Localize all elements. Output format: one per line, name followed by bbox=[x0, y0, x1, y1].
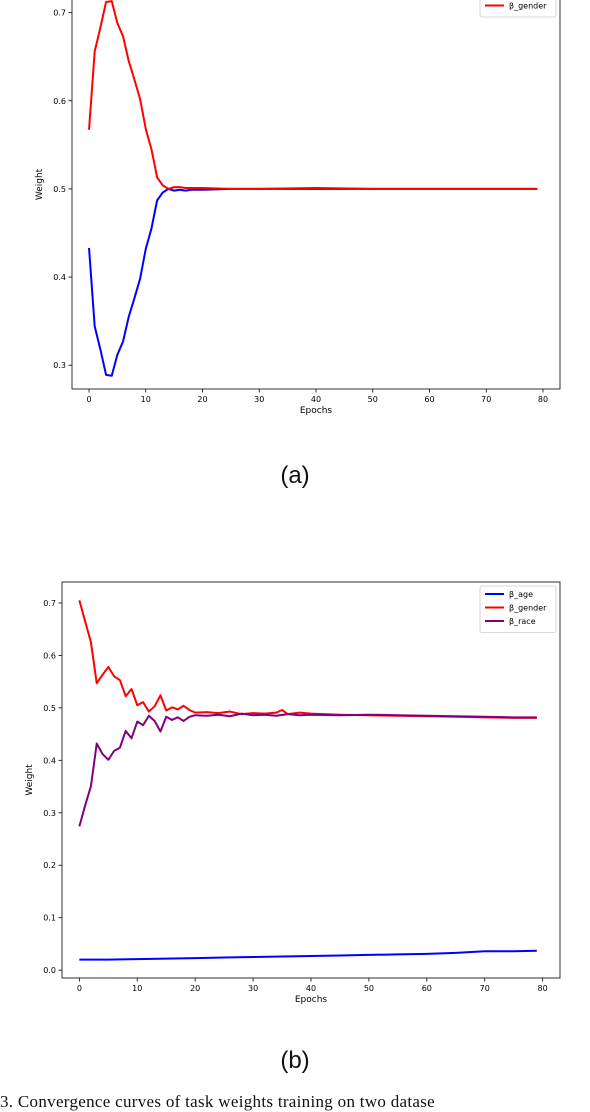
series-line-gender bbox=[88, 0, 538, 190]
chart-b: 0 10 20 30 40 50 60 70 80 0.0 0.1 0.2 0.3 0.4 0.5 0.6 0.… bbox=[25, 581, 561, 1005]
legend-box bbox=[479, 0, 557, 18]
x-tick-label: 40 bbox=[311, 395, 321, 404]
x-tick-label: 0 bbox=[86, 395, 91, 404]
series-group bbox=[78, 600, 537, 961]
x-tick-label: 70 bbox=[480, 984, 490, 993]
x-tick-label: 60 bbox=[424, 395, 434, 404]
series-line-race bbox=[78, 712, 537, 827]
x-tick-label: 30 bbox=[248, 984, 258, 993]
x-tick-label: 60 bbox=[422, 984, 432, 993]
x-axis-label: Epochs bbox=[300, 406, 333, 416]
x-tick-label: 40 bbox=[306, 984, 316, 993]
y-tick-label: 0.1 bbox=[43, 914, 56, 923]
x-tick-label: 30 bbox=[254, 395, 264, 404]
x-tick-label: 80 bbox=[538, 395, 548, 404]
x-tick-label: 50 bbox=[364, 984, 374, 993]
subfigure-label-a: (a) bbox=[280, 462, 310, 489]
subfigure-label-b: (b) bbox=[280, 1047, 310, 1074]
y-tick-label: 0.2 bbox=[43, 861, 56, 870]
x-tick-label: 10 bbox=[132, 984, 142, 993]
legend-label: β_gender bbox=[509, 2, 547, 11]
legend-label: β_race bbox=[509, 617, 536, 626]
figure-caption: 3. Convergence curves of task weights tr… bbox=[0, 1092, 436, 1111]
y-tick-label: 0.7 bbox=[53, 9, 66, 18]
series-line-gender bbox=[78, 600, 537, 719]
y-tick-label: 0.0 bbox=[43, 966, 56, 975]
chart-a: 0 10 20 30 40 50 60 70 80 0.3 0.4 0.5 0.6 0.7 Epochs We… bbox=[35, 0, 561, 416]
y-tick-label: 0.4 bbox=[43, 756, 56, 765]
legend-label: β_gender bbox=[509, 604, 547, 613]
y-tick-label: 0.3 bbox=[43, 809, 56, 818]
y-tick-label: 0.3 bbox=[53, 361, 66, 370]
plot-frame bbox=[71, 0, 561, 390]
y-axis-label: Weight bbox=[25, 764, 35, 796]
y-tick-label: 0.7 bbox=[43, 599, 56, 608]
y-tick-label: 0.6 bbox=[43, 651, 56, 660]
x-tick-label: 20 bbox=[190, 984, 200, 993]
legend: β_age β_gender β_race bbox=[479, 585, 557, 633]
x-tick-label: 0 bbox=[77, 984, 82, 993]
x-tick-label: 20 bbox=[197, 395, 207, 404]
legend-label: β_age bbox=[509, 590, 533, 599]
series-line-age bbox=[88, 187, 538, 377]
plot-frame bbox=[61, 581, 561, 979]
series-line-age bbox=[79, 949, 537, 961]
x-tick-label: 70 bbox=[481, 395, 491, 404]
y-tick-label: 0.5 bbox=[43, 704, 56, 713]
y-tick-label: 0.6 bbox=[53, 97, 66, 106]
y-tick-label: 0.4 bbox=[53, 273, 66, 282]
y-tick-label: 0.5 bbox=[53, 185, 66, 194]
x-tick-label: 80 bbox=[538, 984, 548, 993]
series-group bbox=[88, 0, 538, 377]
x-tick-label: 50 bbox=[368, 395, 378, 404]
x-tick-label: 10 bbox=[141, 395, 151, 404]
x-axis-label: Epochs bbox=[295, 995, 328, 1005]
y-axis-label: Weight bbox=[35, 168, 45, 200]
